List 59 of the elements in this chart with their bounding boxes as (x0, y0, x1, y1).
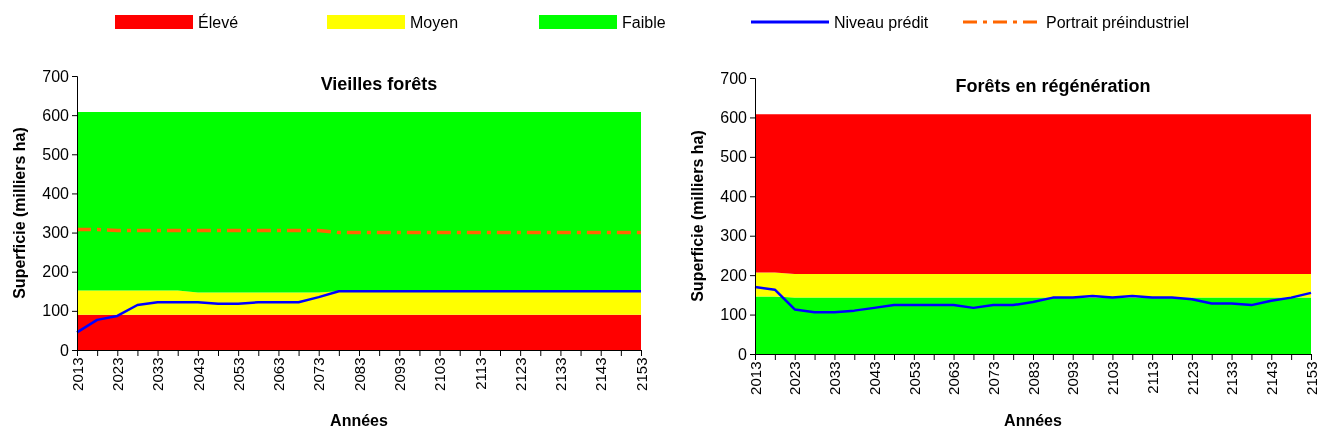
y-tick-label: 100 (720, 306, 748, 324)
legend-label: Niveau prédit (834, 14, 929, 31)
y-tick-label: 300 (42, 224, 70, 242)
y-tick-label: 600 (42, 106, 70, 124)
x-tick-label: 2023 (109, 357, 127, 391)
y-tick-label: 500 (42, 145, 70, 163)
x-tick-label: 2083 (1024, 361, 1042, 395)
x-tick-label: 2143 (1263, 361, 1281, 395)
x-axis-title: Années (1004, 412, 1062, 428)
x-tick-label: 2023 (786, 361, 804, 395)
x-tick-label: 2073 (985, 361, 1003, 395)
y-axis-title: Superficie (milliers ha) (689, 130, 706, 302)
x-tick-label: 2033 (826, 361, 844, 395)
y-tick-label: 300 (720, 227, 748, 245)
x-tick-label: 2143 (592, 357, 610, 391)
y-tick-label: 400 (720, 187, 748, 205)
y-tick-label: 200 (720, 266, 748, 284)
x-tick-label: 2133 (552, 357, 570, 391)
x-tick-label: 2073 (310, 357, 328, 391)
y-tick-label: 700 (42, 67, 70, 85)
y-tick-label: 0 (738, 345, 748, 363)
x-tick-label: 2053 (229, 357, 247, 391)
x-tick-label: 2043 (865, 361, 883, 395)
line-series (75, 290, 643, 334)
x-tick-label: 2053 (905, 361, 923, 395)
x-tick-label: 2103 (1104, 361, 1122, 395)
x-tick-label: 2013 (68, 357, 86, 391)
y-tick-label: 100 (42, 302, 70, 320)
line-series (753, 285, 1313, 314)
legend-label: Élevé (198, 13, 239, 31)
x-tick-label: 2083 (350, 357, 368, 391)
chart-title: Vieilles forêts (320, 74, 438, 94)
x-tick-label: 2013 (746, 361, 764, 395)
x-tick-label: 2153 (1302, 361, 1319, 395)
x-tick-label: 2033 (149, 357, 167, 391)
legend-label: Moyen (410, 14, 459, 31)
legend-label: Faible (622, 14, 666, 31)
x-tick-label: 2063 (270, 357, 288, 391)
x-tick-label: 2113 (1143, 361, 1161, 394)
x-tick-label: 2123 (511, 357, 529, 391)
chart-title: Forêts en régénération (955, 76, 1151, 96)
y-tick-label: 700 (720, 69, 748, 87)
x-axis-title: Années (330, 412, 388, 428)
x-tick-label: 2043 (189, 357, 207, 391)
x-tick-label: 2133 (1223, 361, 1241, 395)
x-tick-label: 2113 (471, 357, 489, 390)
y-tick-label: 200 (42, 263, 70, 281)
x-tick-label: 2103 (431, 357, 449, 391)
x-tick-label: 2063 (945, 361, 963, 395)
y-tick-label: 600 (720, 109, 748, 127)
y-tick-label: 500 (720, 148, 748, 166)
x-tick-label: 2123 (1183, 361, 1201, 395)
x-tick-label: 2093 (391, 357, 409, 391)
x-tick-label: 2153 (632, 357, 650, 391)
x-tick-label: 2093 (1064, 361, 1082, 395)
legend-label: Portrait préindustriel (1046, 14, 1190, 31)
y-tick-label: 0 (60, 341, 70, 359)
y-axis-title: Superficie (milliers ha) (11, 127, 28, 299)
y-tick-label: 400 (42, 185, 70, 203)
